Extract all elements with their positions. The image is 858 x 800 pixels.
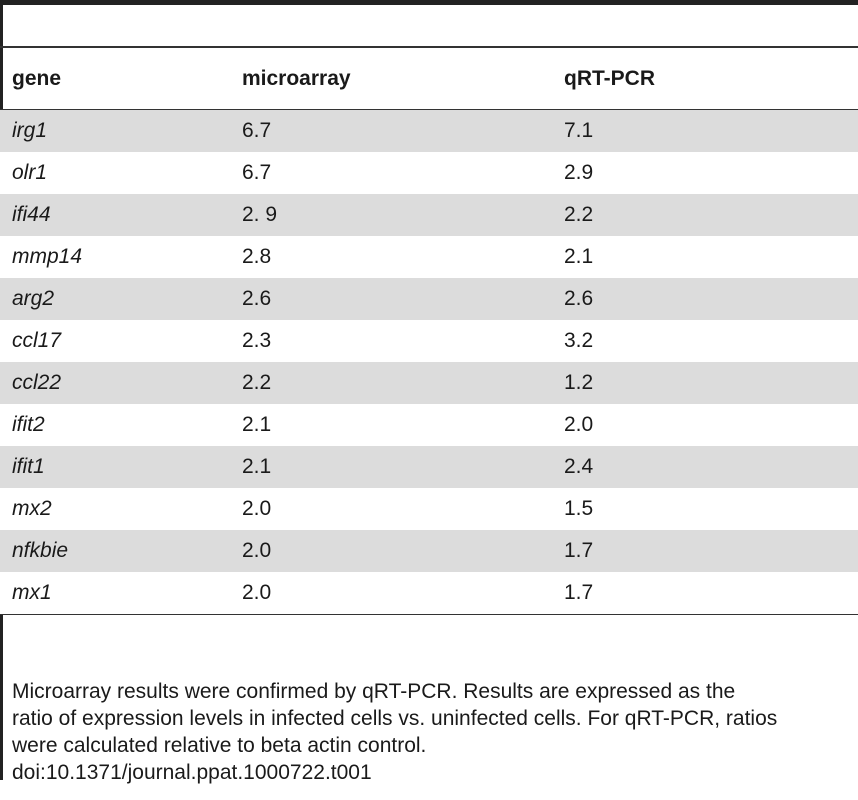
footnote-line: ratio of expression levels in infected c… bbox=[12, 707, 778, 730]
table-row: olr1 6.7 2.9 bbox=[0, 152, 858, 194]
qrt-pcr-cell: 3.2 bbox=[552, 320, 858, 362]
gene-cell: ifit2 bbox=[0, 404, 230, 446]
gene-cell: arg2 bbox=[0, 278, 230, 320]
gene-expression-table: gene microarray qRT-PCR irg1 6.7 7.1 olr1 6.… bbox=[0, 48, 858, 615]
microarray-cell: 2.8 bbox=[230, 236, 552, 278]
qrt-pcr-cell: 1.2 bbox=[552, 362, 858, 404]
microarray-cell: 2.0 bbox=[230, 530, 552, 572]
table-row: ifi44 2. 9 2.2 bbox=[0, 194, 858, 236]
table-row: arg2 2.6 2.6 bbox=[0, 278, 858, 320]
microarray-cell: 2.3 bbox=[230, 320, 552, 362]
microarray-cell: 2. 9 bbox=[230, 194, 552, 236]
qrt-pcr-cell: 1.5 bbox=[552, 488, 858, 530]
qrt-pcr-cell: 2.1 bbox=[552, 236, 858, 278]
column-header-microarray: microarray bbox=[230, 48, 552, 110]
microarray-cell: 2.1 bbox=[230, 404, 552, 446]
qrt-pcr-cell: 2.0 bbox=[552, 404, 858, 446]
microarray-cell: 2.6 bbox=[230, 278, 552, 320]
microarray-cell: 2.0 bbox=[230, 572, 552, 615]
gene-cell: ccl22 bbox=[0, 362, 230, 404]
table-header-row: gene microarray qRT-PCR bbox=[0, 48, 858, 110]
microarray-cell: 2.2 bbox=[230, 362, 552, 404]
qrt-pcr-cell: 1.7 bbox=[552, 572, 858, 615]
qrt-pcr-cell: 2.9 bbox=[552, 152, 858, 194]
table-body: irg1 6.7 7.1 olr1 6.7 2.9 ifi44 2. 9 2.2 mmp14 2.8… bbox=[0, 109, 858, 615]
table-row: ccl22 2.2 1.2 bbox=[0, 362, 858, 404]
table-row: nfkbie 2.0 1.7 bbox=[0, 530, 858, 572]
doi-link[interactable]: doi:10.1371/journal.ppat.1000722.t001 bbox=[12, 761, 372, 784]
table-footnote: Microarray results were confirmed by qRT… bbox=[12, 678, 858, 786]
column-header-gene: gene bbox=[0, 48, 230, 110]
gene-cell: irg1 bbox=[0, 109, 230, 152]
table-row: ccl17 2.3 3.2 bbox=[0, 320, 858, 362]
qrt-pcr-cell: 1.7 bbox=[552, 530, 858, 572]
table-row: mx2 2.0 1.5 bbox=[0, 488, 858, 530]
column-header-qrt-pcr: qRT-PCR bbox=[552, 48, 858, 110]
qrt-pcr-cell: 2.4 bbox=[552, 446, 858, 488]
table-row: mx1 2.0 1.7 bbox=[0, 572, 858, 615]
table-row: ifit2 2.1 2.0 bbox=[0, 404, 858, 446]
table-row: irg1 6.7 7.1 bbox=[0, 109, 858, 152]
gene-cell: mmp14 bbox=[0, 236, 230, 278]
gene-cell: olr1 bbox=[0, 152, 230, 194]
table-row: ifit1 2.1 2.4 bbox=[0, 446, 858, 488]
gene-cell: ifi44 bbox=[0, 194, 230, 236]
microarray-cell: 6.7 bbox=[230, 109, 552, 152]
table-row: mmp14 2.8 2.1 bbox=[0, 236, 858, 278]
gene-cell: mx2 bbox=[0, 488, 230, 530]
gene-cell: nfkbie bbox=[0, 530, 230, 572]
qrt-pcr-cell: 2.2 bbox=[552, 194, 858, 236]
qrt-pcr-cell: 7.1 bbox=[552, 109, 858, 152]
footnote-line: were calculated relative to beta actin c… bbox=[12, 734, 427, 757]
table-top-rule bbox=[0, 0, 858, 5]
microarray-cell: 2.0 bbox=[230, 488, 552, 530]
qrt-pcr-cell: 2.6 bbox=[552, 278, 858, 320]
gene-cell: ccl17 bbox=[0, 320, 230, 362]
gene-cell: mx1 bbox=[0, 572, 230, 615]
microarray-cell: 6.7 bbox=[230, 152, 552, 194]
gene-cell: ifit1 bbox=[0, 446, 230, 488]
microarray-cell: 2.1 bbox=[230, 446, 552, 488]
footnote-line: Microarray results were confirmed by qRT… bbox=[12, 680, 736, 703]
table-header-top-rule bbox=[0, 46, 858, 48]
